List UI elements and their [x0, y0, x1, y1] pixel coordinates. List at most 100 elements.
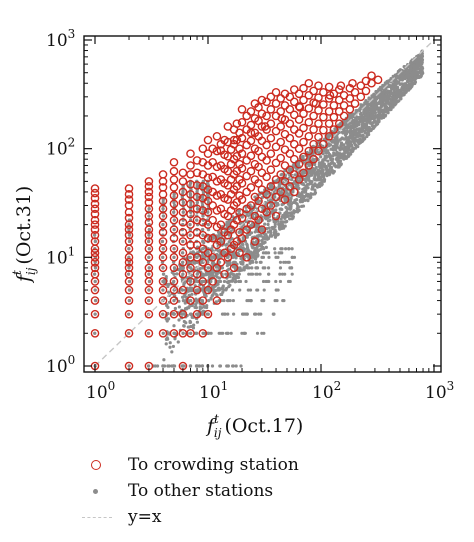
other-point [328, 143, 333, 147]
other-point [255, 266, 260, 270]
crowding-point [242, 225, 251, 234]
other-point [389, 77, 393, 81]
crowding-point [144, 309, 154, 319]
crowding-point [169, 233, 179, 243]
other-point [238, 288, 242, 292]
other-point [231, 364, 235, 368]
crowding-point [203, 263, 213, 273]
crowding-point [356, 92, 366, 102]
other-point [351, 147, 355, 151]
other-point [202, 241, 206, 245]
other-point [194, 297, 198, 301]
other-point [241, 242, 245, 247]
crowding-point [169, 244, 179, 254]
other-point [254, 227, 258, 232]
other-point [369, 109, 373, 114]
other-point [238, 279, 243, 284]
crowding-point [356, 81, 366, 90]
other-point [213, 288, 218, 293]
crowding-point [289, 110, 299, 120]
other-point [249, 298, 253, 303]
other-point [239, 364, 243, 368]
other-point [396, 85, 400, 89]
other-point [290, 255, 294, 259]
crowding-point [242, 171, 251, 181]
other-point [273, 251, 277, 255]
other-point [420, 54, 425, 58]
other-point [342, 143, 346, 148]
other-point [268, 186, 272, 190]
crowding-point [246, 136, 256, 146]
other-point [305, 198, 309, 202]
other-point [206, 222, 210, 227]
other-point [205, 312, 209, 316]
other-point [347, 135, 351, 139]
crowding-point [169, 277, 179, 286]
other-point [394, 73, 399, 77]
crowding-point [203, 135, 213, 145]
other-point [261, 255, 266, 259]
other-point [177, 305, 181, 309]
other-point [146, 331, 151, 335]
other-point [361, 133, 365, 137]
other-point [342, 127, 346, 132]
other-point [181, 331, 185, 335]
crowding-point [271, 142, 281, 152]
crowding-point [169, 309, 179, 319]
other-point [127, 239, 132, 244]
crowding-point [178, 248, 188, 258]
other-point [409, 78, 413, 82]
other-point [224, 331, 229, 335]
crowding-point [144, 328, 154, 338]
crowding-point [329, 125, 339, 134]
other-point [161, 312, 165, 316]
crowding-point [276, 153, 286, 163]
other-point [354, 143, 358, 147]
other-point [373, 105, 377, 110]
other-point [348, 131, 352, 135]
other-point [228, 275, 232, 279]
legend-item-crowding: To crowding station [82, 452, 299, 478]
crowding-point [144, 182, 154, 191]
crowding-point [232, 135, 242, 145]
crowding-point [178, 227, 188, 237]
other-point [303, 190, 308, 194]
crowding-point [280, 195, 290, 204]
other-point [147, 272, 151, 276]
other-point [147, 288, 151, 292]
open-circle-icon [82, 455, 112, 475]
other-point [370, 113, 375, 117]
other-point [193, 277, 198, 281]
other-point [127, 298, 132, 303]
x-tick-label: 103 [425, 379, 454, 403]
other-point [259, 243, 263, 247]
crowding-point [124, 190, 134, 199]
other-point [287, 247, 291, 251]
other-point [238, 268, 242, 273]
other-point [320, 168, 324, 172]
other-point [328, 172, 332, 176]
crowding-point [212, 146, 222, 156]
crowding-point [350, 88, 360, 97]
crowding-point [373, 75, 383, 85]
other-point [346, 151, 350, 155]
other-point [298, 198, 302, 203]
crowding-point [208, 233, 217, 243]
other-point [266, 251, 271, 255]
crowding-point [285, 119, 295, 128]
other-point [172, 210, 176, 214]
x-axis-label: ft ij (Oct.17) [205, 412, 303, 440]
other-point [377, 111, 381, 115]
other-point [175, 272, 179, 276]
other-point [323, 165, 327, 169]
other-point [409, 68, 413, 72]
crowding-point [285, 92, 295, 102]
other-point [181, 295, 185, 299]
other-point [339, 141, 344, 145]
other-point [172, 195, 176, 199]
other-point [375, 102, 379, 106]
crowding-point [212, 162, 222, 172]
dot-icon [82, 481, 112, 501]
other-point [262, 247, 266, 251]
crowding-point [266, 201, 276, 210]
